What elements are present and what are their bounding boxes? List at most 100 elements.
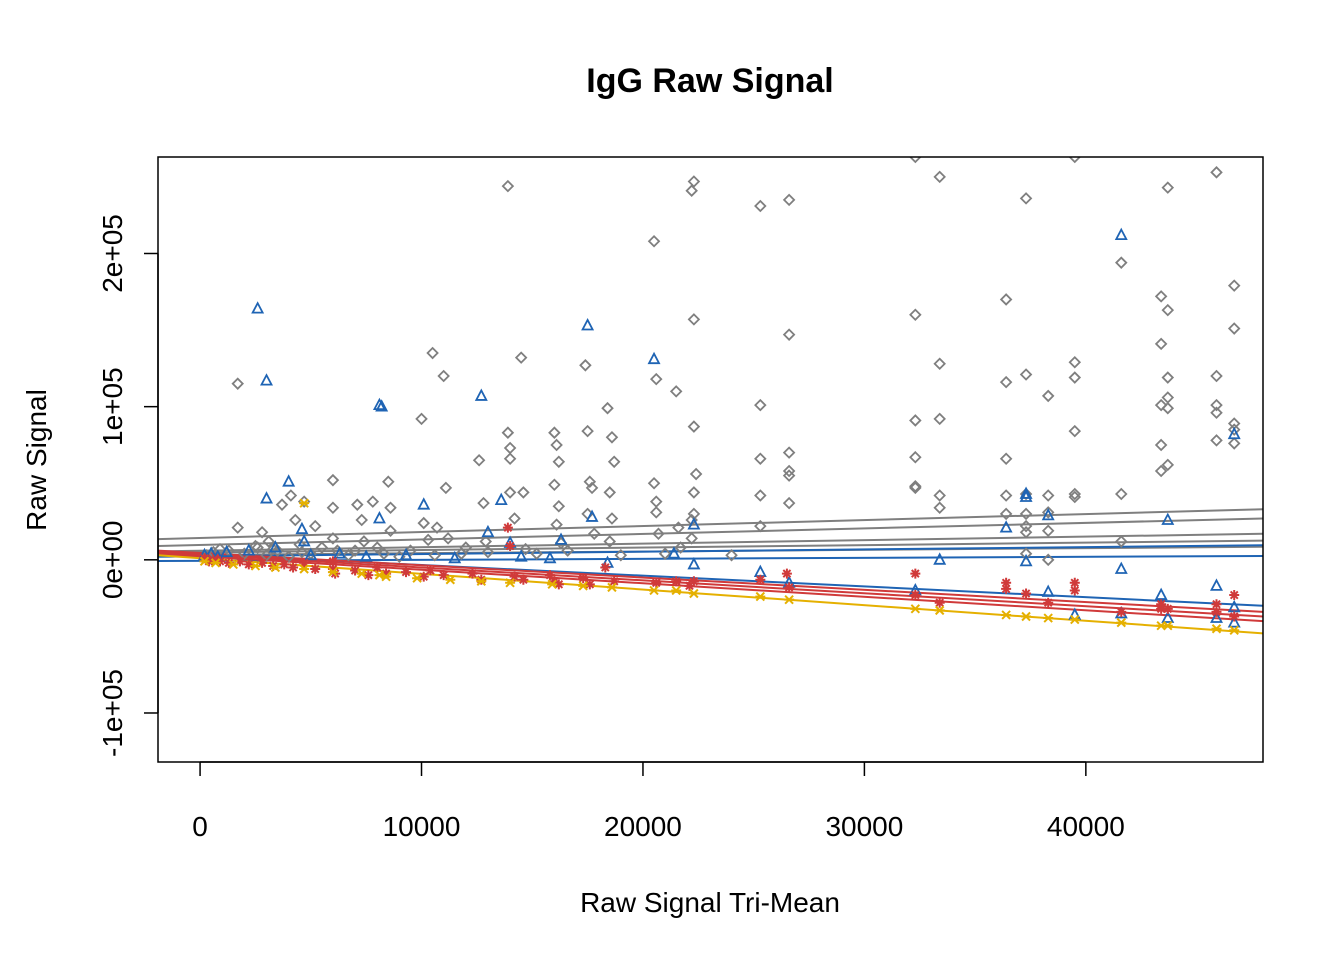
data-point xyxy=(999,452,1013,466)
data-point xyxy=(1115,535,1128,548)
data-point xyxy=(543,550,557,564)
plot-frame xyxy=(157,156,1264,763)
data-point xyxy=(1114,561,1128,574)
data-point xyxy=(649,495,663,508)
data-point xyxy=(544,570,555,581)
data-point xyxy=(649,372,663,386)
data-point xyxy=(372,397,386,411)
data-point xyxy=(421,533,435,547)
data-point xyxy=(417,516,431,530)
data-point xyxy=(754,452,767,466)
data-point xyxy=(250,561,261,571)
data-point xyxy=(472,453,486,467)
data-point xyxy=(581,424,594,438)
data-point xyxy=(350,565,361,576)
data-point xyxy=(282,550,295,564)
data-point xyxy=(1041,507,1055,521)
data-point xyxy=(1227,322,1241,335)
fit-line xyxy=(158,532,1263,553)
data-point xyxy=(270,562,281,573)
data-point xyxy=(600,562,611,573)
data-point xyxy=(355,513,369,527)
data-point xyxy=(284,489,298,502)
data-point xyxy=(647,351,661,365)
data-point xyxy=(262,535,275,548)
data-point xyxy=(1019,519,1033,533)
data-point xyxy=(784,594,795,605)
data-point xyxy=(1043,597,1054,608)
data-point xyxy=(1019,547,1033,560)
data-point xyxy=(242,543,256,556)
data-point xyxy=(1161,401,1175,415)
data-point xyxy=(260,548,273,562)
data-point xyxy=(1041,584,1055,597)
data-point xyxy=(401,567,412,578)
data-point xyxy=(782,446,796,459)
data-point xyxy=(417,497,431,510)
data-point xyxy=(415,412,428,426)
data-point xyxy=(425,565,436,576)
data-point xyxy=(238,547,251,560)
data-point xyxy=(351,498,364,511)
data-point xyxy=(366,495,380,508)
data-point xyxy=(552,499,566,513)
data-point xyxy=(909,414,922,427)
data-point xyxy=(649,585,660,596)
data-point xyxy=(530,547,543,560)
data-point xyxy=(934,597,945,608)
data-point xyxy=(412,573,423,583)
data-point xyxy=(266,542,280,556)
data-point xyxy=(909,308,922,322)
data-point xyxy=(430,521,444,534)
data-point xyxy=(784,582,795,593)
data-point xyxy=(605,431,619,444)
data-point xyxy=(308,519,322,533)
data-point xyxy=(782,469,796,482)
data-point xyxy=(503,486,517,499)
data-point xyxy=(547,579,558,590)
data-point xyxy=(220,544,234,558)
data-point xyxy=(384,524,397,537)
data-point xyxy=(614,548,628,562)
data-point xyxy=(909,450,922,464)
data-point xyxy=(260,373,273,386)
data-point xyxy=(725,548,738,562)
data-point xyxy=(607,455,621,469)
x-tick-label: 0 xyxy=(192,811,208,842)
data-point xyxy=(1154,438,1168,452)
data-point xyxy=(503,452,517,466)
data-point xyxy=(381,568,392,579)
x-tick-label: 10000 xyxy=(383,811,461,842)
data-point xyxy=(243,559,254,570)
data-point xyxy=(1068,487,1082,501)
data-point xyxy=(374,570,385,580)
data-point xyxy=(1210,166,1223,179)
data-point xyxy=(1019,487,1033,501)
data-point xyxy=(327,567,338,577)
data-point xyxy=(467,568,478,579)
data-point xyxy=(603,535,617,548)
data-point xyxy=(1229,590,1240,601)
data-point xyxy=(255,525,269,539)
data-point xyxy=(514,351,528,364)
data-point xyxy=(299,498,310,508)
data-point xyxy=(1019,507,1033,521)
data-point xyxy=(687,175,701,188)
data-point xyxy=(1041,389,1055,403)
data-point xyxy=(685,532,698,545)
data-point xyxy=(223,557,234,568)
data-point xyxy=(550,518,563,531)
data-point xyxy=(1210,369,1223,383)
data-point xyxy=(1021,588,1032,599)
data-point xyxy=(1154,587,1168,600)
data-point xyxy=(1211,606,1222,617)
data-point xyxy=(671,576,682,587)
data-point xyxy=(1068,371,1082,384)
fit-line xyxy=(158,508,1263,541)
data-point xyxy=(652,527,665,541)
data-point xyxy=(658,547,672,560)
data-point xyxy=(1043,613,1054,623)
data-point xyxy=(1115,487,1128,501)
data-point xyxy=(257,557,268,568)
